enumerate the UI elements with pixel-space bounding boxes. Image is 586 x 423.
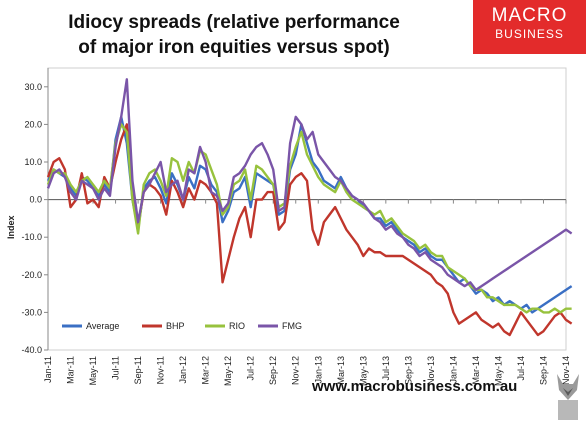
y-tick-label: -30.0 bbox=[21, 307, 42, 317]
legend-label-average: Average bbox=[86, 321, 119, 331]
x-tick-label: Jan-12 bbox=[178, 356, 188, 384]
x-tick-label: Mar-14 bbox=[471, 356, 481, 385]
chart-title: Idiocy spreads (relative performance of … bbox=[34, 10, 434, 60]
legend-label-bhp: BHP bbox=[166, 321, 185, 331]
x-tick-label: Sep-14 bbox=[538, 356, 548, 385]
x-tick-label: Jul-14 bbox=[516, 356, 526, 381]
plot-area bbox=[47, 67, 567, 351]
x-tick-label: Sep-11 bbox=[133, 356, 143, 384]
y-tick-label: 0.0 bbox=[29, 195, 42, 205]
x-tick-label: Nov-12 bbox=[291, 356, 301, 385]
y-tick-label: -10.0 bbox=[21, 232, 42, 242]
logo-line2: BUSINESS bbox=[495, 27, 564, 41]
x-tick-label: Mar-13 bbox=[336, 356, 346, 385]
logo-line1: MACRO bbox=[491, 5, 568, 26]
x-tick-label: Sep-12 bbox=[268, 356, 278, 385]
macrobusiness-logo[interactable]: MACRO BUSINESS bbox=[473, 0, 586, 54]
x-tick-label: May-13 bbox=[358, 356, 368, 386]
x-tick-label: Sep-13 bbox=[403, 356, 413, 385]
legend-label-fmg: FMG bbox=[282, 321, 302, 331]
y-tick-label: 10.0 bbox=[24, 157, 42, 167]
x-tick-label: May-12 bbox=[223, 356, 233, 386]
x-tick-label: Jul-13 bbox=[381, 356, 391, 381]
y-axis-label: Index bbox=[6, 215, 16, 239]
series-line-rio bbox=[46, 123, 572, 314]
y-tick-label: -20.0 bbox=[21, 270, 42, 280]
legend-label-rio: RIO bbox=[229, 321, 245, 331]
x-tick-label: May-11 bbox=[88, 356, 98, 385]
x-tick-label: Nov-13 bbox=[426, 356, 436, 385]
fox-icon bbox=[557, 374, 579, 420]
x-tick-label: Mar-12 bbox=[201, 356, 211, 385]
website-url[interactable]: www.macrobusiness.com.au bbox=[312, 378, 518, 395]
y-tick-label: 30.0 bbox=[24, 82, 42, 92]
x-tick-label: Nov-14 bbox=[561, 356, 571, 385]
x-tick-label: May-14 bbox=[493, 356, 503, 386]
y-tick-label: -40.0 bbox=[21, 345, 42, 355]
chart-title-line2: of major iron equities versus spot) bbox=[78, 37, 390, 58]
x-tick-label: Jul-12 bbox=[246, 356, 256, 381]
chart-title-line1: Idiocy spreads (relative performance bbox=[68, 12, 400, 33]
x-tick-label: Jan-14 bbox=[448, 356, 458, 384]
series-line-fmg bbox=[46, 78, 573, 292]
x-tick-label: Jan-11 bbox=[43, 356, 53, 383]
x-tick-label: Jul-11 bbox=[111, 356, 121, 380]
x-tick-label: Nov-11 bbox=[156, 356, 166, 384]
y-tick-label: 20.0 bbox=[24, 119, 42, 129]
x-tick-label: Jan-13 bbox=[313, 356, 323, 384]
x-tick-label: Mar-11 bbox=[66, 356, 76, 384]
